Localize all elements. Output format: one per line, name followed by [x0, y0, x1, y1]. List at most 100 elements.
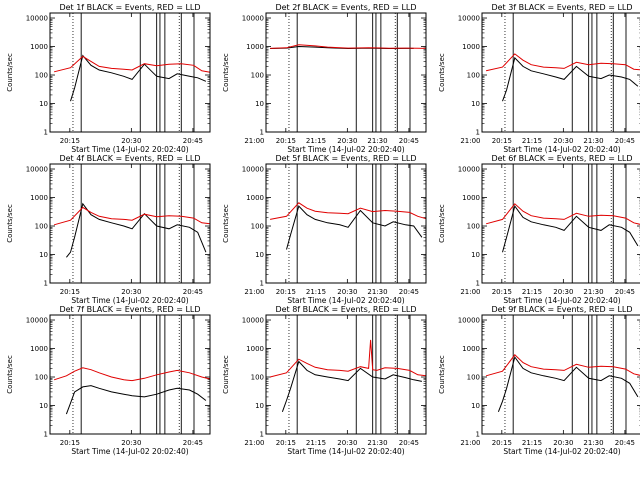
x-tick-label: 21:30 — [583, 288, 603, 296]
y-tick-label: 10 — [255, 251, 264, 259]
series-lld-line — [485, 53, 640, 72]
y-tick-label: 10000 — [242, 317, 264, 325]
series-lld-line — [53, 55, 211, 73]
series-lld-line — [485, 203, 640, 225]
x-tick-label: 20:45 — [615, 288, 635, 296]
x-tick-label: 20:30 — [121, 439, 141, 447]
x-axis-label: Start Time (14-Jul-02 20:02:40) — [503, 296, 620, 305]
y-tick-label: 10 — [255, 100, 264, 108]
chart-title: Det 9f BLACK = Events, RED = LLD — [491, 305, 632, 314]
y-tick-label: 1 — [476, 431, 480, 439]
y-tick-label: 10000 — [242, 166, 264, 174]
y-tick-label: 10 — [471, 251, 480, 259]
x-tick-label: 20:15 — [276, 288, 296, 296]
x-tick-label: 20:45 — [183, 439, 203, 447]
x-tick-label: 21:15 — [306, 439, 326, 447]
x-axis-label: Start Time (14-Jul-02 20:02:40) — [71, 145, 188, 154]
y-axis-label: Counts/sec — [6, 204, 14, 243]
x-axis-label: Start Time (14-Jul-02 20:02:40) — [71, 447, 188, 456]
y-tick-label: 1000 — [30, 345, 48, 353]
y-tick-label: 1000 — [246, 194, 264, 202]
x-tick-label: 20:45 — [183, 288, 203, 296]
chart-title: Det 1f BLACK = Events, RED = LLD — [59, 3, 200, 12]
x-tick-label: 21:15 — [522, 288, 542, 296]
chart-panel-9: Det 9f BLACK = Events, RED = LLD Counts/s… — [438, 305, 640, 456]
y-tick-label: 10 — [255, 402, 264, 410]
x-tick-label: 20:15 — [276, 137, 296, 145]
series-events-line — [502, 56, 639, 102]
x-tick-label: 21:30 — [583, 439, 603, 447]
y-axis-label: Counts/sec — [6, 355, 14, 394]
chart-panel-5: Det 5f BLACK = Events, RED = LLD Counts/s… — [222, 154, 604, 305]
y-tick-label: 100 — [467, 374, 480, 382]
y-axis-label: Counts/sec — [6, 53, 14, 92]
chart-panel-7: Det 7f BLACK = Events, RED = LLD Counts/s… — [6, 305, 388, 456]
y-tick-label: 10000 — [26, 317, 48, 325]
x-tick-label: 21:15 — [522, 137, 542, 145]
x-axis-label: Start Time (14-Jul-02 20:02:40) — [71, 296, 188, 305]
chart-panel-2: Det 2f BLACK = Events, RED = LLD Counts/s… — [222, 3, 604, 154]
series-events-line — [70, 54, 207, 102]
y-tick-label: 100 — [35, 223, 48, 231]
y-tick-label: 10 — [39, 251, 48, 259]
y-tick-label: 100 — [251, 72, 264, 80]
plot-frame — [49, 163, 211, 284]
series-events-line — [502, 204, 639, 253]
chart-title: Det 6f BLACK = Events, RED = LLD — [491, 154, 632, 163]
x-tick-label: 20:30 — [121, 288, 141, 296]
y-tick-label: 10000 — [458, 317, 480, 325]
plot-frame — [265, 163, 427, 284]
series-events-line — [281, 360, 422, 412]
y-tick-label: 10 — [471, 402, 480, 410]
y-tick-label: 100 — [467, 223, 480, 231]
chart-title: Det 5f BLACK = Events, RED = LLD — [275, 154, 416, 163]
x-tick-label: 20:15 — [492, 439, 512, 447]
x-tick-label: 20:15 — [276, 439, 296, 447]
chart-title: Det 8f BLACK = Events, RED = LLD — [275, 305, 416, 314]
y-tick-label: 1000 — [30, 194, 48, 202]
y-tick-label: 1 — [260, 431, 264, 439]
x-tick-label: 21:30 — [367, 439, 387, 447]
y-tick-label: 1 — [44, 129, 48, 137]
series-lld-line — [270, 44, 427, 49]
x-tick-label: 21:15 — [522, 439, 542, 447]
y-tick-label: 10000 — [242, 15, 264, 23]
x-tick-label: 20:30 — [337, 137, 357, 145]
chart-panel-3: Det 3f BLACK = Events, RED = LLD Counts/s… — [438, 3, 640, 154]
plot-frame — [481, 163, 640, 284]
series-events-line — [286, 205, 423, 250]
chart-panel-8: Det 8f BLACK = Events, RED = LLD Counts/s… — [222, 305, 604, 456]
x-tick-label: 20:30 — [553, 288, 573, 296]
x-tick-label: 20:45 — [183, 137, 203, 145]
y-tick-label: 1000 — [462, 194, 480, 202]
x-tick-label: 20:30 — [337, 288, 357, 296]
y-tick-label: 10000 — [26, 166, 48, 174]
series-events-line — [497, 355, 639, 412]
x-tick-label: 21:30 — [367, 288, 387, 296]
y-axis-label: Counts/sec — [222, 53, 230, 92]
y-tick-label: 1 — [44, 431, 48, 439]
x-tick-label: 20:15 — [60, 288, 80, 296]
series-lld-line — [53, 367, 211, 382]
y-axis-label: Counts/sec — [438, 204, 446, 243]
y-tick-label: 10 — [39, 100, 48, 108]
y-axis-label: Counts/sec — [222, 204, 230, 243]
x-tick-label: 20:45 — [615, 137, 635, 145]
y-tick-label: 1000 — [246, 345, 264, 353]
y-tick-label: 100 — [35, 72, 48, 80]
x-tick-label: 20:30 — [553, 137, 573, 145]
x-axis-label: Start Time (14-Jul-02 20:02:40) — [503, 145, 620, 154]
x-tick-label: 21:00 — [244, 288, 264, 296]
x-tick-label: 21:15 — [306, 288, 326, 296]
x-tick-label: 21:00 — [460, 137, 480, 145]
y-tick-label: 1000 — [462, 345, 480, 353]
x-tick-label: 20:30 — [337, 439, 357, 447]
y-tick-label: 10000 — [26, 15, 48, 23]
x-tick-label: 20:45 — [399, 439, 419, 447]
series-lld-line — [485, 354, 640, 377]
x-tick-label: 21:30 — [367, 137, 387, 145]
x-tick-label: 20:45 — [399, 288, 419, 296]
y-tick-label: 10 — [39, 402, 48, 410]
chart-title: Det 2f BLACK = Events, RED = LLD — [275, 3, 416, 12]
